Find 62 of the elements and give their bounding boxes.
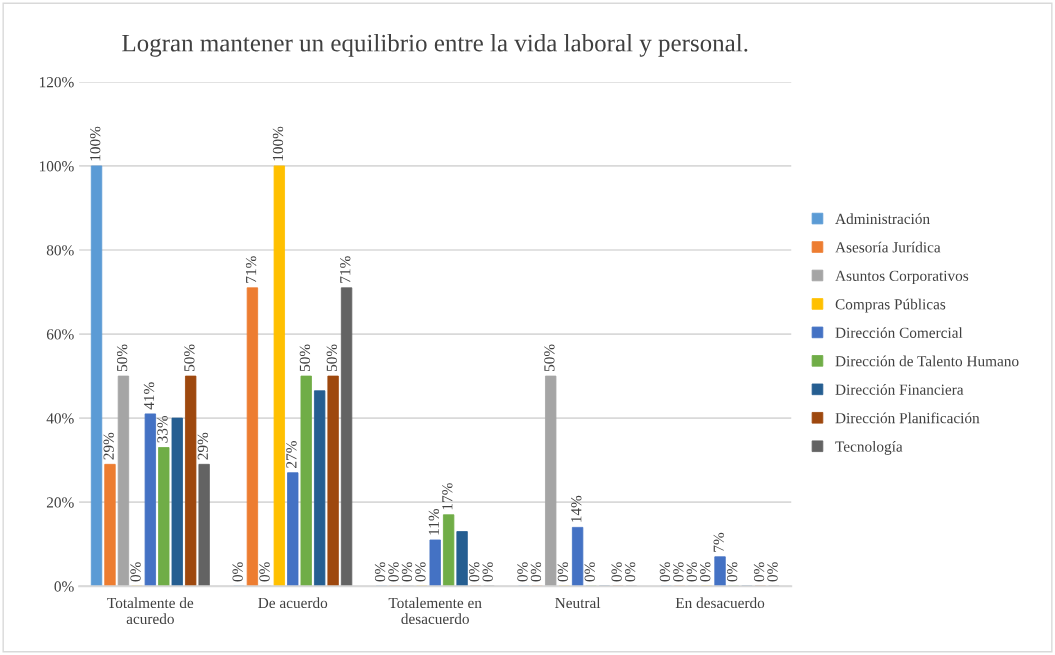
data-label: 0% xyxy=(727,562,738,582)
legend-label: Dirección Planificación xyxy=(835,412,980,424)
y-tick-label: 20% xyxy=(46,497,74,508)
data-label: 0% xyxy=(482,562,493,582)
legend-label: Tecnología xyxy=(835,440,903,455)
data-label: 0% xyxy=(557,562,569,582)
x-tick-label: Totalemente en desacuerdo xyxy=(388,597,482,625)
data-label: 0% xyxy=(530,562,542,582)
y-tick-label: 60% xyxy=(46,329,74,340)
data-label: 0% xyxy=(767,562,778,582)
data-label: 50% xyxy=(299,344,311,372)
data-label: 0% xyxy=(584,562,595,582)
legend-label: Compras Públicas xyxy=(835,298,946,313)
data-label: 0% xyxy=(673,562,684,582)
data-label: 50% xyxy=(184,344,195,372)
y-tick-label: 40% xyxy=(46,413,74,424)
legend-label: Dirección de Talento Humano xyxy=(835,355,1019,367)
legend-label: Dirección Comercial xyxy=(835,327,963,338)
legend-label: Dirección Financiera xyxy=(835,384,964,395)
y-tick-label: 100% xyxy=(39,161,74,172)
data-label: 41% xyxy=(143,382,155,410)
data-label: 33% xyxy=(157,415,168,443)
data-label: 14% xyxy=(571,495,582,522)
chart-title: Logran mantener un equilibrio entre la vida laboral y personal. xyxy=(122,33,748,57)
data-label: 17% xyxy=(442,483,453,510)
data-label: 0% xyxy=(753,562,765,582)
data-label: 0% xyxy=(700,562,711,582)
y-tick-label: 80% xyxy=(46,245,74,256)
data-label: 29% xyxy=(103,432,114,460)
x-tick-label: En desacuerdo xyxy=(675,597,765,609)
data-label: 0% xyxy=(611,562,622,582)
data-label: 11% xyxy=(428,508,440,535)
data-label: 27% xyxy=(286,441,297,468)
data-label: 0% xyxy=(686,562,698,582)
x-tick-label: De acuerdo xyxy=(258,597,328,609)
data-label: 100% xyxy=(90,126,101,161)
data-label: 0% xyxy=(469,562,480,582)
data-label: 0% xyxy=(374,562,386,582)
x-tick-label: Totalmente de acuredo xyxy=(107,597,194,625)
data-label: 100% xyxy=(272,126,284,161)
data-label: 7% xyxy=(713,532,724,552)
data-label: 0% xyxy=(232,562,243,582)
data-label: 71% xyxy=(245,256,257,283)
x-tick-label: Neutral xyxy=(555,597,601,609)
y-tick-label: 0% xyxy=(54,581,74,592)
y-tick-label: 120% xyxy=(39,77,74,88)
data-label: 50% xyxy=(326,344,337,372)
data-label: 50% xyxy=(544,344,555,372)
data-label: 71% xyxy=(340,256,351,283)
data-label: 50% xyxy=(116,344,128,372)
data-label: 0% xyxy=(415,562,426,582)
data-label: 29% xyxy=(197,432,209,460)
data-label: 0% xyxy=(659,562,671,582)
data-label: 0% xyxy=(130,562,141,582)
data-label: 0% xyxy=(388,562,399,582)
data-label: 0% xyxy=(624,562,636,582)
data-label: 0% xyxy=(259,562,270,582)
data-label: 0% xyxy=(517,562,528,582)
legend-label: Asuntos Corporativos xyxy=(835,270,969,285)
legend-label: Administración xyxy=(835,213,930,225)
legend-label: Asesoría Jurídica xyxy=(835,241,941,253)
data-label: 0% xyxy=(401,562,413,582)
